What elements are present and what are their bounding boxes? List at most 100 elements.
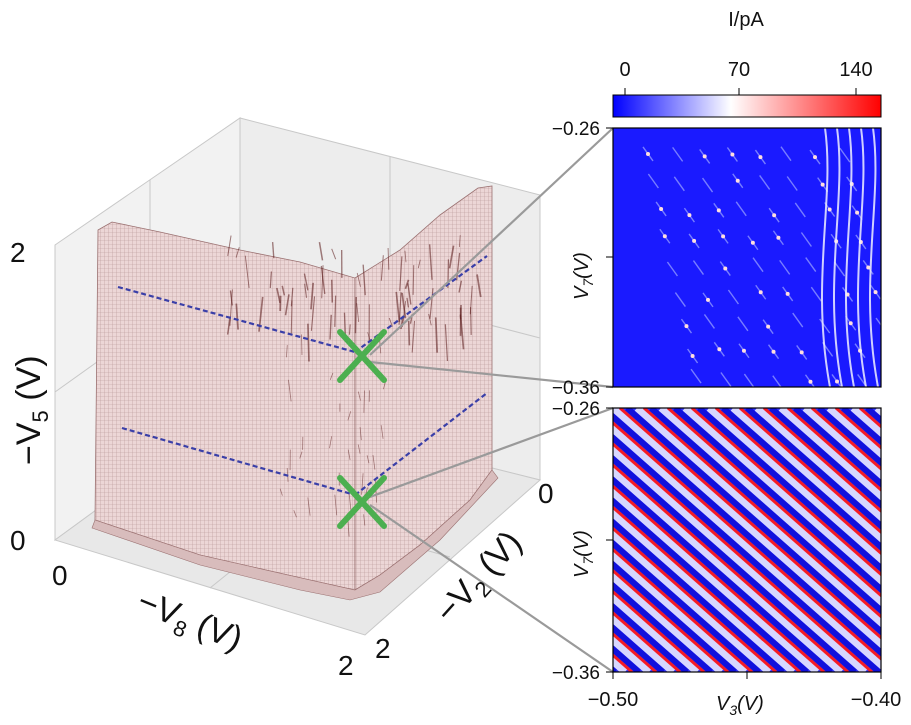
upper-peak-line: [884, 370, 894, 384]
surface-ridge: [434, 317, 439, 353]
connector-lower-bottom: [369, 504, 614, 673]
lower-stripe-dark: [613, 539, 761, 672]
upper-peak-dot: [771, 349, 776, 354]
upper-peak-line: [819, 318, 831, 334]
surface-ridge: [361, 473, 364, 495]
upper-y-axis-label: V7(V): [571, 252, 596, 300]
surface-ridge: [244, 255, 250, 288]
lower-stripe-light: [613, 614, 676, 672]
lower-x-tick-right: −0.40: [851, 689, 902, 711]
surface-ridge: [357, 444, 361, 454]
upper-peak-line: [673, 176, 685, 192]
upper-peak-dot: [799, 350, 804, 355]
surface-ridge: [388, 317, 393, 327]
surface-ridge: [307, 323, 310, 362]
lower-trace-left: [121, 426, 356, 497]
upper-peak-dot: [741, 348, 746, 353]
surface-ridges: [226, 235, 482, 537]
heatmap-lower: −0.26 −0.36 V7(V) −0.50 −0.40 V3(V): [552, 399, 911, 718]
upper-peak-dot: [848, 321, 853, 326]
surface-ridge: [412, 265, 415, 295]
lower-stripe-light: [682, 408, 881, 586]
surface-ridge: [235, 303, 239, 330]
lower-y-axis-label: V7(V): [571, 530, 596, 578]
surface-ridge: [310, 296, 316, 331]
surface-ridge: [366, 455, 370, 464]
lower-stripe-light: [613, 408, 881, 649]
surface-ridge: [387, 247, 390, 270]
surface-ridge: [271, 241, 275, 259]
upper-y-label-unit: (V): [571, 252, 593, 279]
surface-ridge: [470, 307, 472, 335]
lower-stripe-light: [754, 408, 881, 522]
heatmap-upper: −0.26 −0.36 V7(V): [552, 119, 894, 399]
lower-stripe-red: [613, 568, 729, 672]
connectors: [369, 127, 614, 673]
lower-stripe-red: [619, 408, 881, 640]
lower-stripe-light: [613, 508, 796, 672]
upper-peak-line: [880, 342, 881, 343]
lower-stripe-dark: [613, 518, 785, 672]
upper-peak-dot: [702, 154, 707, 159]
upper-bright-curve: [844, 128, 855, 387]
lower-stripe-dark: [793, 408, 881, 488]
upper-peak-line: [735, 201, 747, 217]
upper-peak-dot: [659, 206, 664, 211]
lower-stripe-light: [901, 408, 911, 672]
lower-stripe-red: [811, 408, 881, 471]
lower-stripe-dark: [613, 581, 713, 672]
upper-peak-dot: [705, 297, 710, 302]
surface-ridge: [458, 280, 463, 293]
lower-stripe-red: [739, 408, 881, 535]
upper-peak-line: [720, 372, 732, 387]
surface-ridge: [348, 324, 351, 335]
lower-y-label-unit: (V): [571, 530, 593, 557]
cross-marker-upper: [337, 329, 387, 383]
upper-bright-curve: [820, 128, 831, 387]
surface-ridge: [411, 320, 416, 353]
heatmap-upper-marks: [642, 128, 894, 387]
x-axis-label: −V8 (V): [130, 582, 248, 663]
z-label-unit: (V): [10, 355, 48, 410]
upper-peak-line: [647, 173, 659, 189]
heatmap-upper-background: [613, 128, 881, 387]
surface-ridge: [329, 314, 332, 340]
surface-ridge: [356, 303, 360, 323]
lower-stripe-red: [613, 589, 705, 672]
lower-stripe-red: [613, 484, 825, 672]
lower-stripe-dark: [649, 408, 881, 615]
lower-x-label-unit: (V): [737, 693, 764, 715]
lower-stripe-light: [613, 572, 724, 672]
surface-ridge: [330, 279, 334, 303]
surface-ridge: [404, 250, 407, 263]
lower-stripe-light: [613, 424, 881, 670]
lower-stripe-dark: [891, 408, 911, 672]
upper-peak-dot: [750, 240, 755, 245]
lower-x-tick-left: −0.50: [588, 689, 639, 711]
lower-stripe-light: [613, 445, 868, 672]
surface-ridge: [334, 295, 337, 327]
surface-ridge: [329, 372, 334, 381]
surface-ridge: [284, 294, 290, 316]
cross-markers: [337, 329, 387, 529]
upper-peak-dot: [813, 155, 818, 160]
upper-peak-line: [786, 176, 798, 191]
upper-peak-line: [810, 286, 822, 302]
z-tick-bottom: 0: [10, 525, 26, 556]
connector-lower-top: [369, 406, 614, 499]
surface-ridge: [406, 297, 410, 308]
upper-bright-curve: [868, 128, 879, 387]
lower-x-label-sub: 3: [729, 702, 737, 718]
upper-peak-line: [690, 368, 702, 384]
surface-ridge: [304, 283, 308, 298]
surface-ridge: [363, 514, 366, 526]
surface-ridge: [331, 248, 337, 260]
surface-ridge: [404, 279, 410, 290]
lower-stripe-dark: [769, 408, 881, 509]
surface-ridge: [276, 287, 281, 304]
upper-peak-dot: [684, 324, 689, 329]
lower-stripe-dark: [613, 560, 737, 672]
upper-peak-dot: [855, 210, 860, 215]
surface-ridge: [459, 304, 462, 336]
upper-peak-line: [875, 317, 881, 327]
